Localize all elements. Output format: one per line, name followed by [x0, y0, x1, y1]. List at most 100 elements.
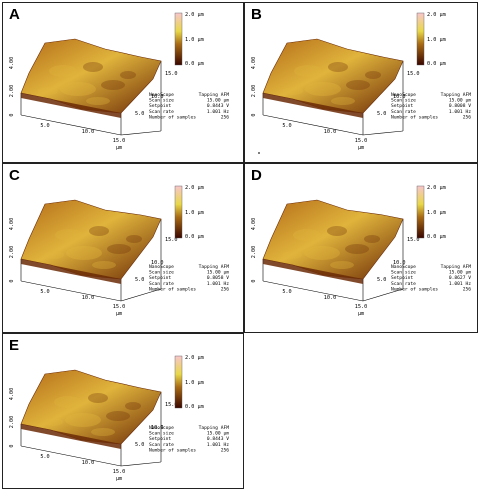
surface-relief — [91, 428, 115, 436]
surface-relief — [65, 413, 101, 427]
z-tick-label: 0 — [9, 113, 15, 116]
surface-relief — [346, 80, 370, 90]
info-label: Scan rate — [149, 109, 174, 115]
info-value: Tapping AFM — [441, 264, 472, 270]
info-value: 0.8058 V — [207, 275, 229, 281]
panel-a: A 4.00 2.00 0 5.0 10.0 15.0 µm 15.0 10.0 5.0 2.0 µm… — [2, 2, 244, 163]
info-label: Setpoint — [149, 275, 171, 281]
x-tick-label: 15.0 — [113, 138, 126, 144]
surface-relief — [328, 62, 348, 72]
surface-edge — [21, 424, 121, 449]
surface-relief — [106, 411, 130, 421]
surface-edge — [21, 93, 121, 118]
x-tick-label: 15.0 — [113, 469, 126, 475]
surface-relief — [107, 244, 131, 254]
info-label: NanoScope — [149, 425, 174, 431]
y-tick-label: 10.0 — [393, 94, 406, 100]
x-unit-label: µm — [358, 311, 364, 317]
x-unit-label: µm — [116, 145, 122, 151]
z-tick-label: 4.00 — [9, 57, 15, 70]
surface-relief — [54, 396, 82, 408]
surface-relief — [60, 82, 96, 96]
surface-edge — [263, 93, 363, 118]
y-tick-label: 15.0 — [407, 71, 420, 77]
surface-edge — [263, 259, 363, 284]
info-value: 1.001 Hz — [207, 281, 229, 287]
surface-relief — [120, 71, 136, 79]
colorbar — [174, 185, 183, 239]
info-label: NanoScope — [391, 264, 416, 270]
info-label: Scan rate — [391, 281, 416, 287]
surface-relief — [345, 244, 369, 254]
surface-relief — [327, 226, 347, 236]
x-unit-label: µm — [116, 476, 122, 482]
colorbar-tick-label: 1.0 µm — [185, 380, 204, 386]
panel-e: E 4.00 2.00 0 5.0 10.0 15.0 µm 15.0 10.0 5.0 2.0 µm… — [2, 333, 244, 489]
z-tick-label: 4.00 — [9, 218, 15, 231]
info-value: 0.8443 V — [207, 103, 229, 109]
x-tick-label: 10.0 — [324, 129, 337, 135]
x-tick-label: 5.0 — [40, 289, 49, 295]
y-tick-label: 10.0 — [393, 260, 406, 266]
x-tick-label: 5.0 — [282, 123, 291, 129]
colorbar-tick-label: 0.0 µm — [427, 61, 446, 67]
info-label: NanoScope — [149, 92, 174, 98]
z-tick-label: 2.00 — [251, 85, 257, 98]
info-value: Tapping AFM — [199, 92, 230, 98]
surface-relief — [331, 97, 355, 105]
colorbar-tick-label: 1.0 µm — [427, 210, 446, 216]
z-tick-label: 0 — [9, 444, 15, 447]
x-tick-label: 15.0 — [113, 304, 126, 310]
info-value: Tapping AFM — [199, 264, 230, 270]
info-label: Number of samples — [391, 114, 438, 120]
info-label: Number of samples — [149, 447, 196, 453]
surface-relief — [89, 226, 109, 236]
z-tick-label: 2.00 — [9, 85, 15, 98]
colorbar-tick-label: 2.0 µm — [185, 355, 204, 361]
z-tick-label: 4.00 — [251, 218, 257, 231]
x-tick-label: 5.0 — [282, 289, 291, 295]
info-value: 1.001 Hz — [207, 109, 229, 115]
colorbar-tick-label: 2.0 µm — [427, 185, 446, 191]
info-value: Tapping AFM — [199, 425, 230, 431]
info-value: 15.00 µm — [207, 431, 229, 437]
colorbar — [174, 12, 183, 66]
info-label: NanoScope — [391, 92, 416, 98]
y-tick-label: 15.0 — [165, 402, 178, 408]
surface-relief — [66, 246, 102, 260]
info-value: 256 — [221, 114, 230, 120]
x-tick-label: 15.0 — [355, 304, 368, 310]
x-tick-label: 10.0 — [82, 295, 95, 301]
colorbar — [416, 12, 425, 66]
surface-relief — [43, 418, 63, 426]
z-tick-label: 2.00 — [9, 416, 15, 429]
z-tick-label: 2.00 — [9, 246, 15, 259]
x-tick-label: 15.0 — [355, 138, 368, 144]
surface-relief — [330, 261, 354, 269]
surface-relief — [282, 251, 302, 259]
info-value: 0.8627 V — [449, 275, 471, 281]
colorbar-tick-label: 2.0 µm — [427, 12, 446, 18]
info-value: 256 — [463, 114, 472, 120]
info-value: 15.00 µm — [207, 98, 229, 104]
surface-edge — [21, 259, 121, 284]
info-label: Scan rate — [149, 442, 174, 448]
surface-relief — [92, 261, 116, 269]
info-label: Number of samples — [149, 286, 196, 292]
x-tick-label: 5.0 — [40, 454, 49, 460]
z-tick-label: 4.00 — [9, 388, 15, 401]
info-value: 15.00 µm — [449, 270, 471, 276]
y-tick-label: 15.0 — [407, 237, 420, 243]
surface-relief — [305, 82, 341, 96]
surface-relief — [304, 246, 340, 260]
surface-relief — [55, 229, 83, 241]
surface-relief — [293, 229, 321, 241]
afm-surface — [262, 199, 404, 280]
info-label: Scan rate — [149, 281, 174, 287]
panel-c: C 4.00 2.00 0 5.0 10.0 15.0 µm 15.0 10.0 5.0 2.0 µm… — [2, 163, 244, 333]
info-label: Number of samples — [391, 286, 438, 292]
colorbar — [174, 355, 183, 409]
